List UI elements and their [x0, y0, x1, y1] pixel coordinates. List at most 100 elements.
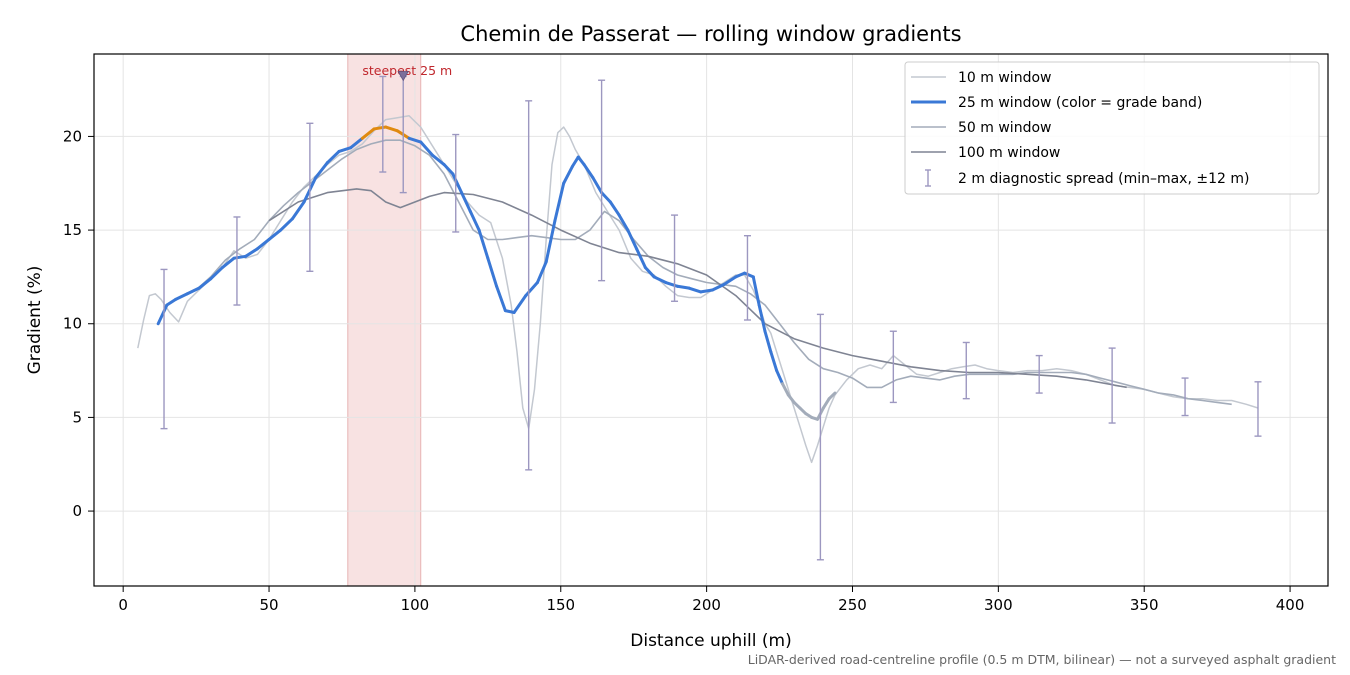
series-25m-segment: [384, 125, 399, 133]
series-layer: [137, 115, 1259, 464]
spread-error-bar: [1108, 347, 1116, 424]
legend-label-spread: 2 m diagnostic spread (min–max, ±12 m): [958, 171, 1249, 187]
spread-error-bar: [889, 330, 897, 404]
series-25m-segment: [290, 200, 306, 221]
y-tick-label: 15: [63, 221, 82, 239]
y-tick-label: 5: [72, 408, 82, 426]
y-tick-label: 20: [63, 127, 82, 145]
series-25m-segment: [562, 164, 574, 185]
series-25m-segment: [477, 228, 490, 260]
series-25m-segment: [209, 266, 224, 281]
series-25m-segment: [786, 393, 796, 404]
series-25m-segment: [442, 163, 455, 176]
series-25m-segment: [699, 288, 714, 294]
series-25m-segment: [675, 284, 691, 290]
series-25m-segment: [165, 297, 178, 307]
series-25m-segment: [722, 275, 738, 286]
series-25m-segment: [544, 219, 557, 264]
y-tick-label: 0: [72, 502, 82, 520]
series-25m-segment: [626, 228, 639, 251]
spread-error-bar: [598, 79, 606, 282]
spread-error-bar: [233, 216, 241, 306]
series-25m-segment: [664, 281, 679, 288]
series-25m-segment: [652, 275, 668, 285]
series-25m-segment: [372, 125, 388, 131]
spread-error-bar: [1254, 381, 1262, 437]
y-tick-label: 10: [63, 315, 82, 333]
legend-label-10m: 10 m window: [958, 70, 1051, 86]
series-25m-segment: [576, 155, 586, 167]
series-25m-segment: [325, 149, 341, 165]
legend-label-50m: 50 m window: [958, 120, 1051, 136]
series-50m-window: [195, 139, 1232, 406]
legend: 10 m window 25 m window (color = grade b…: [904, 61, 1320, 195]
spread-error-bar: [1181, 377, 1189, 417]
y-axis-label: Gradient (%): [25, 266, 45, 375]
series-25m-segment: [220, 256, 236, 270]
series-25m-segment: [430, 153, 446, 167]
series-25m-segment: [821, 397, 831, 410]
x-tick-label: 200: [692, 596, 721, 614]
series-25m-segment: [617, 213, 630, 232]
series-25m-segment: [734, 271, 747, 279]
series-25m-segment: [174, 292, 189, 301]
series-25m-segment: [255, 237, 271, 251]
steepest-marker: [397, 71, 409, 82]
series-25m-segment: [591, 176, 604, 195]
legend-swatch-spread: [925, 169, 931, 187]
series-25m-segment: [757, 303, 767, 333]
legend-label-100m: 100 m window: [958, 145, 1060, 161]
series-25m-segment: [244, 247, 259, 258]
series-25m-segment: [780, 382, 790, 397]
series-25m-segment: [185, 286, 201, 296]
series-25m-segment: [582, 163, 595, 180]
series-25m-segment: [524, 281, 539, 298]
series-25m-segment: [468, 209, 481, 232]
x-tick-label: 350: [1130, 596, 1159, 614]
series-25m-segment: [827, 391, 837, 401]
axis-ticks: 0 50 100 150 200 250 300 350 400 0 5 10 15 20: [63, 127, 1304, 614]
series-25m-segment: [349, 136, 364, 150]
series-25m-segment: [763, 329, 773, 354]
x-tick-label: 50: [259, 596, 278, 614]
series-25m-segment: [608, 200, 621, 217]
series-25m-segment: [553, 181, 566, 223]
series-25m-segment: [535, 260, 548, 285]
steepest-window-band: [347, 54, 421, 586]
series-25m-segment: [419, 140, 434, 157]
series-25m-segment: [486, 256, 499, 288]
series-25m-segment: [267, 228, 283, 241]
x-tick-label: 400: [1276, 596, 1305, 614]
series-25m-segment: [495, 284, 507, 313]
series-25m-segment: [600, 191, 612, 204]
spread-error-bar: [743, 235, 751, 321]
series-25m-segment: [314, 161, 329, 180]
x-tick-label: 100: [401, 596, 430, 614]
x-axis-label: Distance uphill (m): [630, 631, 791, 651]
series-25m-segment: [360, 127, 376, 140]
spread-error-bar: [962, 341, 970, 400]
series-25m-segment: [570, 155, 580, 168]
series-25m-segment: [512, 294, 528, 315]
series-25m-segment: [156, 303, 169, 326]
x-tick-label: 300: [984, 596, 1013, 614]
spread-error-bar: [1035, 354, 1043, 394]
series-25m-segment: [337, 146, 353, 153]
x-tick-label: 250: [838, 596, 867, 614]
series-25m-segment: [451, 172, 464, 195]
series-25m-segment: [710, 282, 726, 292]
series-25m-segment: [775, 369, 784, 386]
steepest-annotation: steepest 25 m: [362, 63, 452, 82]
series-25m-segment: [743, 271, 755, 279]
series-25m-segment: [769, 350, 779, 373]
spread-error-bar: [160, 268, 168, 430]
spread-error-bar: [525, 100, 533, 471]
plot-frame: [93, 53, 1329, 587]
series-25m-segment: [407, 136, 423, 144]
series-100m-window: [268, 188, 1127, 389]
x-tick-label: 0: [118, 596, 128, 614]
steepest-window-highlight: [347, 54, 422, 586]
series-25m-segment: [751, 275, 761, 307]
series-25m-segment: [460, 191, 472, 213]
